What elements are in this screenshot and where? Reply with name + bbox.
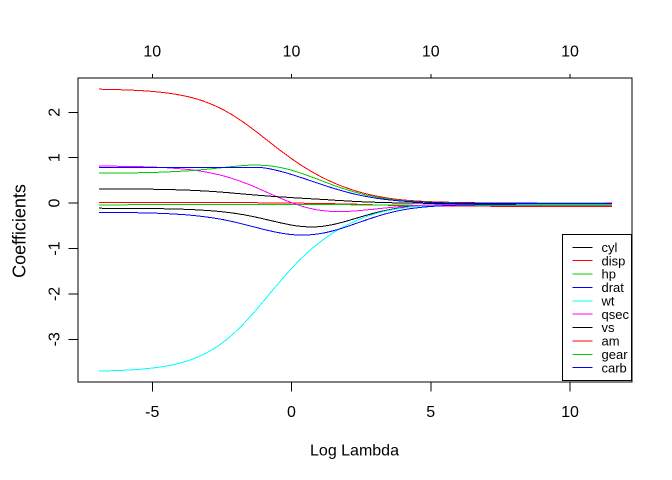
svg-text:5: 5 [426, 404, 435, 421]
svg-text:cyl: cyl [602, 240, 618, 255]
svg-text:2: 2 [47, 108, 64, 117]
svg-text:-5: -5 [145, 404, 159, 421]
svg-text:10: 10 [422, 44, 440, 61]
svg-text:10: 10 [283, 44, 301, 61]
svg-text:qsec: qsec [602, 307, 630, 322]
svg-text:1: 1 [47, 153, 64, 162]
svg-text:10: 10 [143, 44, 161, 61]
svg-text:-3: -3 [47, 332, 64, 346]
svg-text:gear: gear [602, 347, 629, 362]
svg-text:disp: disp [602, 253, 626, 268]
svg-text:vs: vs [602, 320, 616, 335]
svg-text:10: 10 [561, 44, 579, 61]
svg-text:drat: drat [602, 280, 625, 295]
svg-text:am: am [602, 334, 620, 349]
svg-text:-2: -2 [47, 287, 64, 301]
svg-text:Coefficients: Coefficients [10, 184, 30, 278]
svg-text:10: 10 [561, 404, 579, 421]
svg-text:-1: -1 [47, 241, 64, 255]
svg-text:Log Lambda: Log Lambda [310, 443, 399, 460]
svg-text:hp: hp [602, 267, 616, 282]
svg-text:0: 0 [287, 404, 296, 421]
svg-text:wt: wt [601, 293, 615, 308]
svg-text:0: 0 [47, 199, 64, 208]
svg-text:carb: carb [602, 360, 627, 375]
